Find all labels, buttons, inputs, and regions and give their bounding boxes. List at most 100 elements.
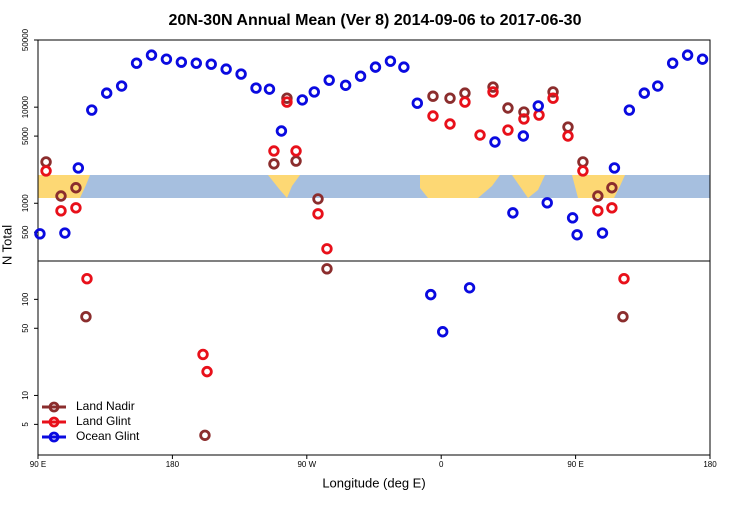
point — [72, 162, 85, 174]
point — [444, 118, 456, 130]
point — [40, 165, 52, 177]
point — [220, 63, 232, 75]
point — [290, 155, 302, 167]
point — [199, 429, 211, 441]
point — [145, 49, 158, 61]
x-tick-label: 90 W — [297, 460, 316, 469]
point — [459, 87, 471, 99]
point — [517, 130, 530, 142]
x-tick-label: 180 — [703, 460, 717, 469]
point — [487, 86, 499, 98]
y-tick-label: 500 — [21, 225, 30, 239]
point — [312, 193, 324, 205]
point — [518, 106, 530, 118]
point — [425, 288, 437, 301]
point — [606, 202, 618, 214]
point — [321, 263, 333, 275]
y-axis-label: N Total — [0, 225, 14, 265]
point — [268, 158, 280, 170]
point — [577, 165, 589, 177]
x-tick-label: 90 E — [30, 460, 46, 469]
point — [592, 190, 604, 202]
point — [562, 130, 574, 142]
point — [427, 90, 439, 102]
legend-label: Land Glint — [76, 414, 131, 428]
point — [474, 129, 486, 141]
point — [487, 81, 499, 93]
plot-frame — [37, 39, 711, 456]
point — [532, 100, 544, 112]
point — [411, 97, 424, 109]
point — [308, 86, 320, 98]
chart-title: 20N-30N Annual Mean (Ver 8) 2014-09-06 t… — [169, 12, 582, 29]
point — [369, 61, 382, 73]
point — [606, 182, 618, 194]
point — [502, 102, 514, 114]
point — [608, 162, 621, 174]
point — [290, 145, 302, 157]
point — [323, 74, 335, 86]
y-tick-label: 50000 — [21, 28, 30, 51]
point — [618, 273, 630, 285]
point — [547, 86, 559, 98]
point — [130, 57, 143, 69]
point — [70, 202, 82, 214]
point — [175, 56, 188, 68]
point — [463, 282, 476, 294]
point — [623, 104, 636, 116]
point — [263, 83, 276, 95]
point — [296, 94, 309, 106]
point — [55, 190, 67, 202]
legend-marker — [48, 401, 60, 413]
y-tick-label: 5000 — [21, 127, 30, 145]
point — [81, 273, 93, 285]
y-tick-label: 50 — [21, 323, 30, 332]
point — [250, 82, 262, 94]
point — [436, 326, 449, 338]
point — [201, 365, 213, 378]
x-tick-label: 0 — [439, 460, 444, 469]
point — [502, 124, 514, 136]
point — [321, 243, 333, 255]
point — [100, 87, 113, 99]
point — [235, 68, 247, 80]
point — [444, 92, 456, 104]
point — [681, 49, 694, 61]
point — [592, 205, 604, 217]
point — [80, 310, 92, 323]
legend-marker — [48, 431, 60, 443]
point — [86, 104, 98, 116]
legend-label: Land Nadir — [76, 399, 135, 413]
y-tick-label: 5 — [21, 422, 30, 427]
point — [427, 110, 439, 122]
y-tick-label: 100 — [21, 292, 30, 306]
legend-marker — [48, 416, 60, 428]
point — [638, 87, 650, 99]
x-tick-label: 180 — [166, 460, 180, 469]
point — [566, 212, 579, 224]
point — [507, 207, 519, 219]
map-strip — [38, 175, 710, 198]
y-tick-label: 1000 — [21, 194, 30, 212]
point — [541, 197, 553, 209]
point — [489, 136, 501, 148]
point — [205, 58, 217, 70]
x-axis-label: Longitude (deg E) — [322, 475, 425, 490]
point — [562, 121, 574, 133]
x-tick-label: 90 E — [567, 460, 583, 469]
y-tick-label: 10 — [21, 390, 30, 399]
point — [571, 229, 583, 241]
point — [115, 80, 128, 92]
point — [281, 96, 293, 108]
point — [596, 227, 609, 239]
point — [696, 53, 709, 65]
point — [652, 80, 664, 92]
point — [577, 156, 589, 168]
point — [312, 208, 324, 220]
point — [398, 61, 410, 73]
point — [547, 92, 559, 104]
point — [59, 227, 71, 239]
point — [70, 182, 82, 194]
point — [197, 348, 209, 361]
